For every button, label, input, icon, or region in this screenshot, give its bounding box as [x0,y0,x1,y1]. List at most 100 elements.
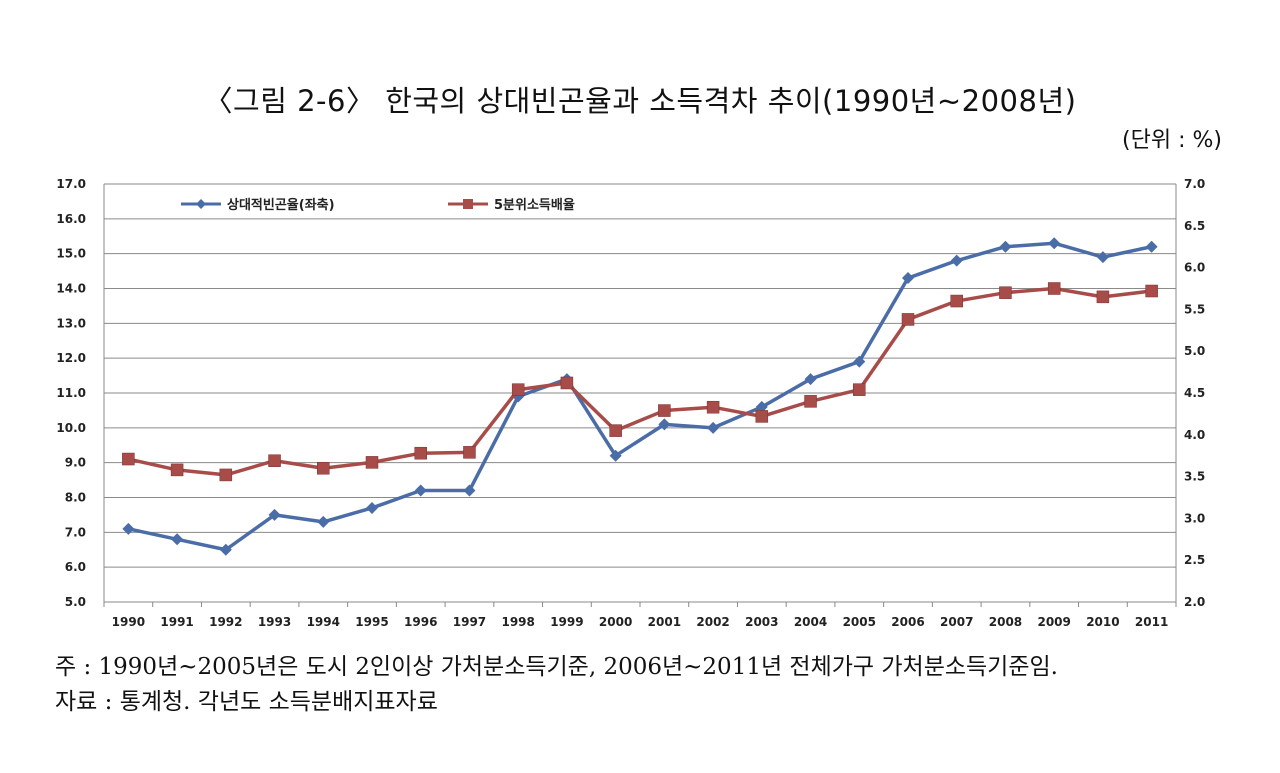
data-point [1145,284,1158,298]
x-tick-label: 2007 [940,615,973,629]
data-point [463,484,476,497]
data-point [1096,251,1109,264]
data-point [999,286,1012,299]
legend-marker [196,199,206,209]
x-tick-label: 2002 [696,615,729,629]
y-right-tick-label: 4.0 [1184,428,1205,442]
data-point [365,456,379,469]
y-left-tick-label: 11.0 [56,386,86,400]
y-left-tick-label: 13.0 [56,316,86,330]
y-left-tick-label: 14.0 [56,282,86,296]
y-left-tick-label: 7.0 [65,525,86,539]
data-point [170,463,184,477]
y-right-tick-label: 5.5 [1184,302,1205,316]
y-right-tick-label: 6.0 [1184,261,1205,275]
x-tick-label: 1991 [160,615,193,629]
x-tick-label: 2009 [1037,615,1070,629]
data-point [1048,237,1061,250]
y-right-tick-label: 3.5 [1184,470,1205,484]
axes: 5.0 6.0 7.0 8.0 9.0 10.0 11.0 12.0 13.0 14.0 15.0 1… [56,177,1205,629]
x-tick-label: 1997 [453,615,486,629]
data-point [560,376,574,390]
data-point [463,446,476,459]
x-tick-label: 2010 [1086,615,1119,629]
unit-label: (단위 : %) [1122,128,1222,153]
x-tick-label: 2011 [1135,615,1168,629]
data-point [755,400,768,413]
data-point [1145,240,1158,253]
data-point [317,461,330,475]
data-point [853,383,866,396]
series-line-2 [127,286,1152,477]
y-right-tick-label: 2.5 [1184,553,1205,567]
x-tick-label: 1996 [404,615,437,629]
data-point [171,533,184,546]
y-left-tick-label: 5.0 [65,595,86,609]
x-tick-label: 1998 [501,615,534,629]
data-point [755,410,769,423]
y-left-tick-label: 16.0 [56,212,86,226]
data-point [317,515,330,528]
footnote: 주 : 1990년~2005년은 도시 2인이상 가처분소득기준, 2006년~… [55,654,1058,680]
data-point [901,313,915,326]
data-point [219,468,233,482]
data-point [706,400,720,414]
gridlines [104,183,1176,568]
data-point [414,484,427,497]
data-point [707,421,720,434]
legend-marker [463,199,473,209]
data-point [609,449,622,462]
data-point [414,446,427,460]
data-point [658,418,671,431]
x-tick-label: 2005 [843,615,876,629]
data-point [950,254,963,267]
y-left-tick-label: 6.0 [65,560,86,574]
y-right-tick-label: 4.5 [1184,386,1205,400]
x-tick-label: 1993 [258,615,291,629]
y-left-tick-label: 12.0 [56,351,86,365]
data-point [950,294,963,308]
x-tick-label: 2006 [891,615,924,629]
x-tick-label: 2003 [745,615,778,629]
data-point [902,272,914,285]
data-point [658,404,671,417]
x-tick-label: 1992 [209,615,242,629]
data-point [268,508,281,521]
source-note: 자료 : 통계청. 각년도 소득분배지표자료 [55,689,438,715]
data-point [268,454,281,467]
x-tick-label: 2000 [599,615,632,629]
legend-label: 5분위소득배율 [494,197,575,213]
data-point [122,522,135,535]
y-left-tick-label: 15.0 [56,247,86,261]
y-right-tick-label: 7.0 [1184,177,1205,191]
x-tick-label: 1999 [550,615,583,629]
data-point [804,373,817,386]
data-point [219,543,232,556]
data-point [1047,282,1061,295]
x-tick-label: 1990 [112,615,145,629]
data-point [804,395,817,408]
y-left-tick-label: 17.0 [56,177,86,191]
y-left-tick-label: 8.0 [65,491,86,505]
data-point [609,424,622,437]
series-line-1 [127,241,1153,552]
x-tick-label: 2008 [989,615,1022,629]
legend: 상대적빈곤율(좌축) 5분위소득배율 [181,197,575,213]
data-point [366,501,378,514]
legend-label: 상대적빈곤율(좌축) [227,197,335,213]
y-right-tick-label: 2.0 [1184,595,1205,609]
y-left-tick-label: 10.0 [56,421,86,435]
data-point [999,240,1012,253]
series [122,237,1158,556]
x-tick-label: 1995 [355,615,388,629]
data-point [1096,290,1110,304]
y-left-tick-label: 9.0 [65,456,86,470]
y-right-tick-label: 3.0 [1184,511,1205,525]
x-tick-label: 2004 [794,615,827,629]
x-tick-label: 2001 [648,615,681,629]
data-point [511,383,525,396]
x-tick-label: 1994 [307,615,340,629]
y-right-tick-label: 5.0 [1184,344,1205,358]
y-right-tick-label: 6.5 [1184,219,1205,233]
